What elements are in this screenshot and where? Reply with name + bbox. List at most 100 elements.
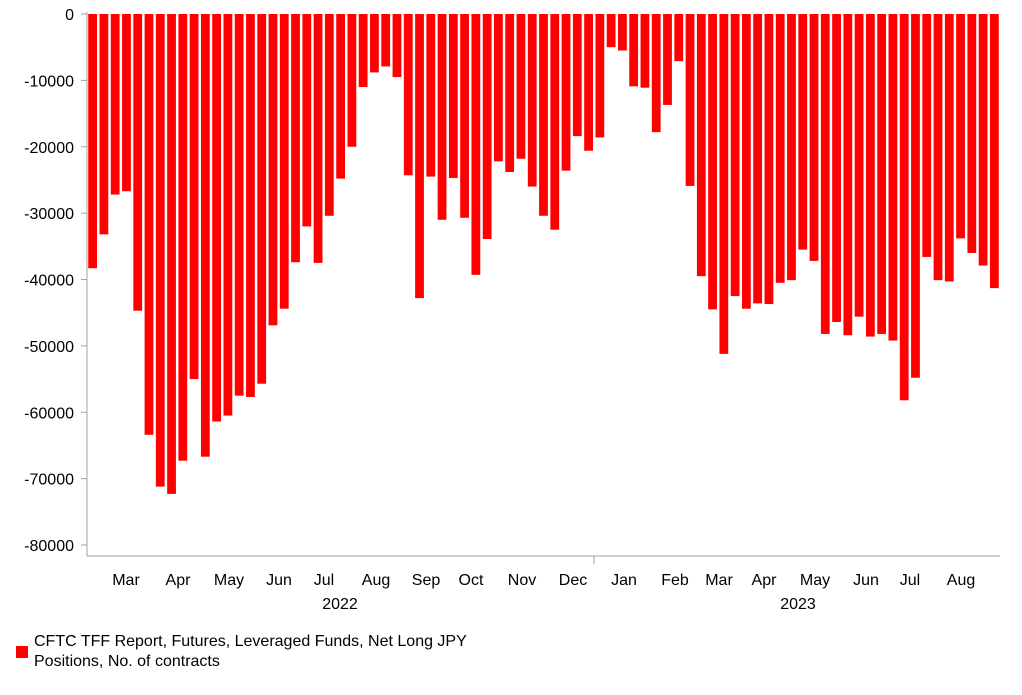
bar [324,14,334,216]
bar [347,14,357,147]
bar [246,14,255,397]
x-tick-label: Jul [900,572,920,589]
bar [336,14,346,179]
bar [268,14,278,326]
bar [426,14,436,177]
x-tick-label: Oct [459,572,484,589]
bar [561,14,571,171]
bar [877,14,887,334]
bar [809,14,819,261]
y-tick-label: -30000 [24,206,74,223]
x-tick-label: Jul [314,572,334,589]
bar [899,14,909,401]
bar [865,14,875,337]
x-tick-label: Aug [362,572,390,589]
bar [516,14,526,159]
bar [505,14,515,172]
bar [99,14,109,235]
x-tick-label: Aug [947,572,975,589]
x-tick-label: Apr [166,572,192,589]
bar [144,14,154,435]
bar [843,14,853,336]
x-tick-label: Dec [559,572,587,589]
x-tick-label: May [800,572,830,589]
bar [234,14,244,396]
bar-chart: 0 -10000 -20000 -30000 -40000 -50000 -60000 -70… [24,7,1000,613]
bar [674,14,684,62]
bar [200,14,210,457]
year-label: 2022 [322,596,358,613]
bar [584,14,593,151]
x-tick-label: Apr [752,572,778,589]
bar [257,14,267,384]
y-tick-label: -20000 [24,140,74,157]
x-tick-label: Mar [705,572,733,589]
bar [122,14,131,192]
x-tick-label: Nov [508,572,536,589]
bar [933,14,943,281]
x-tick-label: Mar [112,572,140,589]
bar [651,14,661,133]
bar [448,14,458,178]
legend: CFTC TFF Report, Futures, Leveraged Fund… [16,632,534,672]
x-tick-label: Sep [412,572,441,589]
y-tick-label: -70000 [24,472,74,489]
bar [133,14,143,311]
bar [911,14,920,378]
y-axis: 0 -10000 -20000 -30000 -40000 -50000 -60000 -70… [24,7,88,556]
bar [685,14,695,186]
y-tick-label: -10000 [24,73,74,90]
bars [88,14,999,494]
bar [730,14,740,297]
x-tick-label: Feb [661,572,689,589]
x-tick-label: Jun [266,572,292,589]
x-tick-label: Jun [853,572,879,589]
bar [663,14,672,105]
bar [415,14,424,299]
bar [696,14,706,277]
y-tick-label: -40000 [24,273,74,290]
bar [291,14,300,263]
bar [437,14,447,220]
bar [708,14,717,310]
bar [741,14,751,309]
bar [787,14,796,281]
x-tick-label: Jan [611,572,637,589]
bar [313,14,323,263]
bar [370,14,379,73]
bar [719,14,729,354]
bar [618,14,627,51]
bar [832,14,841,322]
bar [381,14,391,67]
bar [764,14,774,305]
y-tick-label: 0 [65,7,74,24]
bar [88,14,98,269]
year-label: 2023 [780,596,816,613]
bar [460,14,469,218]
bar [178,14,188,461]
x-tick-label: May [214,572,244,589]
x-axis: Mar Apr May Jun Jul Aug Sep Oct Nov Dec Jan Feb Mar A… [87,555,1000,613]
bar [279,14,289,309]
bar [392,14,402,78]
y-tick-label: -60000 [24,405,74,422]
bar [358,14,368,88]
bar [494,14,503,162]
bar [753,14,763,304]
bar [922,14,932,257]
bar [550,14,560,230]
legend-swatch [16,646,28,658]
y-tick-label: -50000 [24,339,74,356]
bar [223,14,233,416]
bar [595,14,605,138]
bar [989,14,999,289]
bar [403,14,413,176]
bar [527,14,537,187]
bar [110,14,120,195]
bar [539,14,548,216]
bar [775,14,785,283]
bar [302,14,312,227]
bar [629,14,639,87]
bar [978,14,988,266]
bar [155,14,165,487]
